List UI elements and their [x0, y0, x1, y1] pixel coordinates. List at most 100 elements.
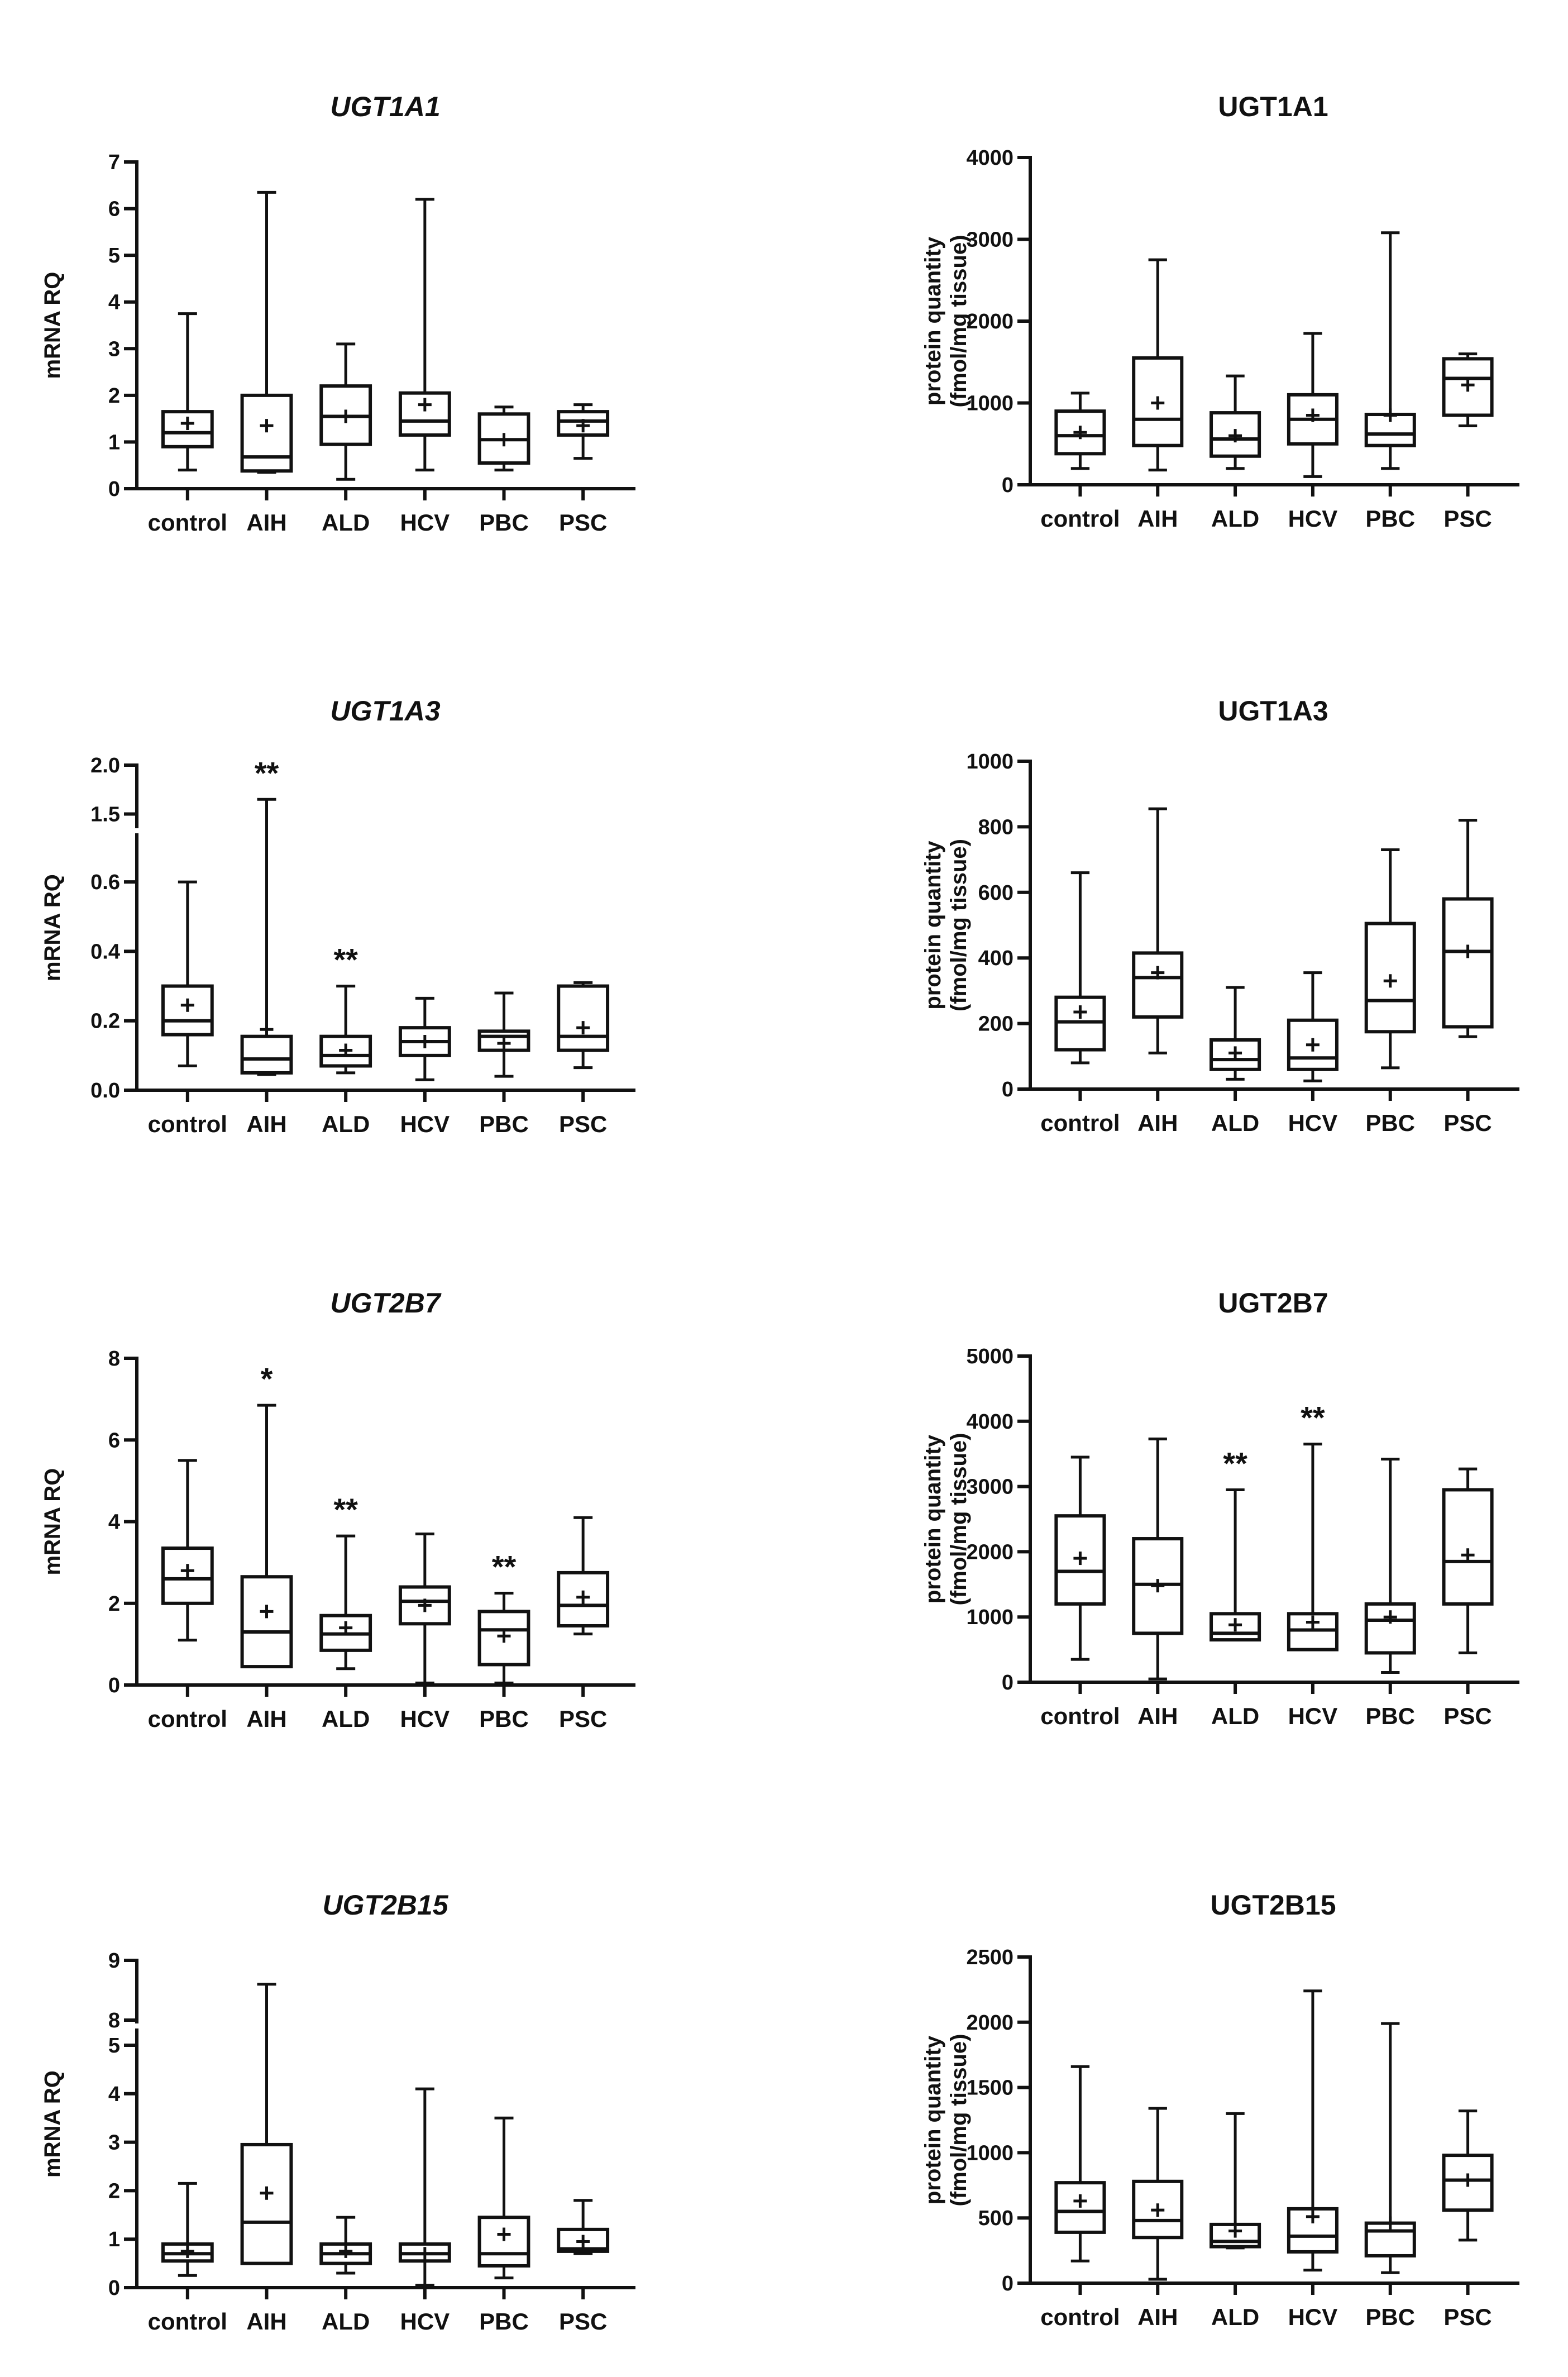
box-psc [557, 981, 610, 1070]
y-tick-label: 3 [108, 337, 120, 361]
chart-title: UGT2B15 [322, 1889, 448, 1921]
x-tick-label-hcv: HCV [400, 509, 450, 536]
y-axis-label: (fmol/mg tissue) [946, 1433, 971, 1606]
y-tick-label: 2.0 [90, 754, 120, 777]
significance-marker: * [261, 1361, 273, 1396]
chart-panel-protein-ugt1a1: UGT1A1 0 1000 2000 3000 4000 protein quantity(… [921, 91, 1519, 532]
iqr-box [1054, 1514, 1106, 1606]
x-tick-label-pbc: PBC [1365, 505, 1415, 532]
y-axis-label: (fmol/mg tissue) [946, 2034, 971, 2207]
iqr-box [240, 2142, 293, 2265]
y-tick-label: 5 [108, 244, 120, 268]
x-tick-label-pbc: PBC [479, 2308, 529, 2335]
iqr-box [1132, 951, 1184, 1019]
box-hcv [1287, 1989, 1338, 2272]
x-tick-label-hcv: HCV [400, 1706, 450, 1732]
box-hcv [1287, 971, 1338, 1082]
x-tick-label-pbc: PBC [479, 1706, 529, 1732]
iqr-box [240, 393, 293, 473]
iqr-box [1364, 1602, 1416, 1655]
y-tick-label: 1 [108, 2228, 120, 2251]
iqr-box [161, 984, 214, 1037]
y-tick-label: 4000 [966, 146, 1014, 170]
iqr-box [398, 391, 451, 437]
y-axis-label: mRNA RQ [40, 1468, 65, 1576]
x-tick-label-ald: ALD [322, 2308, 370, 2335]
iqr-box [398, 1585, 451, 1626]
chart-title: UGT2B7 [1218, 1287, 1328, 1319]
iqr-box [1364, 922, 1416, 1034]
y-tick-label: 0 [108, 478, 120, 501]
y-tick-label: 800 [978, 815, 1014, 839]
iqr-box [557, 2227, 610, 2253]
y-tick-label: 1.5 [90, 803, 120, 827]
box-control [1054, 1455, 1106, 1661]
significance-marker: ** [255, 755, 279, 790]
box-pbc [1364, 2022, 1416, 2274]
x-tick-label-psc: PSC [559, 1706, 607, 1732]
y-tick-label: 1000 [966, 392, 1014, 416]
chart-title: UGT1A1 [330, 91, 440, 122]
iqr-box [1442, 1488, 1494, 1606]
x-tick-label-psc: PSC [1443, 2304, 1491, 2330]
x-tick-label-ald: ALD [1211, 1703, 1259, 1729]
x-tick-label-psc: PSC [1443, 1703, 1491, 1729]
y-tick-label: 8 [108, 1347, 120, 1371]
y-axis-label: (fmol/mg tissue) [946, 235, 971, 408]
chart-title: UGT1A1 [1218, 91, 1328, 122]
box-ald: ** [319, 942, 372, 1075]
y-tick-label: 600 [978, 881, 1014, 905]
chart-title: UGT2B7 [330, 1287, 441, 1319]
x-tick-label-hcv: HCV [400, 1111, 450, 1137]
x-tick-label-ald: ALD [1211, 1110, 1259, 1136]
x-tick-label-hcv: HCV [400, 2308, 450, 2335]
iqr-box [557, 410, 610, 437]
iqr-box [240, 1034, 293, 1075]
y-tick-label: 7 [108, 151, 120, 174]
x-tick-label-aih: AIH [246, 2308, 286, 2335]
iqr-box [557, 1571, 610, 1627]
box-ald [319, 342, 372, 481]
y-axis-label: protein quantity [921, 2035, 945, 2204]
x-tick-label-psc: PSC [559, 509, 607, 536]
box-hcv [398, 198, 451, 472]
box-ald [319, 2216, 372, 2275]
iqr-box [1132, 2179, 1184, 2240]
y-tick-label: 3000 [966, 1476, 1014, 1499]
x-tick-label-ald: ALD [1211, 2304, 1259, 2330]
box-control [161, 2182, 214, 2277]
chart-panel-mrna-ugt1a3: UGT1A3 0.0 0.2 0.4 0.6 1.5 2.0 mRNA RQ control AI… [40, 695, 635, 1137]
box-control [1054, 871, 1106, 1065]
y-tick-label: 0.0 [90, 1079, 120, 1102]
y-tick-label: 4 [108, 291, 120, 314]
y-tick-label: 400 [978, 947, 1014, 970]
x-tick-label-ald: ALD [322, 509, 370, 536]
iqr-box [477, 1029, 530, 1052]
box-psc [1442, 819, 1494, 1038]
y-tick-label: 6 [108, 198, 120, 221]
box-pbc [1364, 231, 1416, 470]
box-pbc [477, 405, 530, 472]
significance-marker: ** [333, 1492, 358, 1527]
y-tick-label: 1 [108, 431, 120, 454]
significance-marker: ** [492, 1549, 517, 1584]
chart-title: UGT1A3 [330, 695, 440, 727]
box-ald [1210, 374, 1261, 470]
iqr-box [161, 1547, 214, 1605]
iqr-box [1210, 411, 1261, 458]
significance-marker: ** [1223, 1445, 1247, 1481]
x-tick-label-control: control [148, 509, 227, 536]
x-tick-label-control: control [1040, 505, 1120, 532]
box-hcv [398, 2087, 451, 2287]
box-pbc: ** [477, 1549, 530, 1684]
box-control [161, 880, 214, 1067]
y-tick-label: 2 [108, 384, 120, 408]
box-aih [240, 1983, 293, 2265]
y-axis-label: protein quantity [921, 841, 945, 1010]
x-tick-label-psc: PSC [1443, 505, 1491, 532]
box-aih [1132, 2107, 1184, 2281]
y-tick-label: 1000 [966, 2141, 1014, 2165]
significance-marker: ** [333, 942, 358, 977]
box-aih [1132, 258, 1184, 472]
box-hcv: ** [1287, 1400, 1338, 1652]
